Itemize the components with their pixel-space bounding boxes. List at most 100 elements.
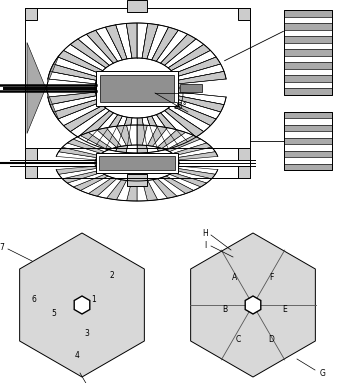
Polygon shape	[116, 180, 132, 201]
Polygon shape	[168, 105, 210, 132]
Polygon shape	[156, 30, 188, 63]
Polygon shape	[81, 133, 112, 150]
Text: 6: 6	[32, 296, 36, 304]
Bar	[284, 138, 332, 144]
Bar	[284, 10, 332, 95]
Bar	[284, 69, 332, 75]
Bar	[25, 148, 250, 178]
Polygon shape	[156, 113, 188, 146]
Polygon shape	[53, 99, 100, 119]
Polygon shape	[147, 25, 169, 60]
Polygon shape	[59, 147, 99, 158]
Text: 4: 4	[74, 350, 80, 360]
Polygon shape	[153, 128, 177, 147]
Polygon shape	[50, 96, 98, 112]
Polygon shape	[126, 181, 137, 201]
Bar	[96, 153, 178, 173]
Polygon shape	[170, 139, 207, 154]
Polygon shape	[245, 296, 261, 314]
Polygon shape	[97, 128, 121, 147]
Polygon shape	[96, 115, 122, 149]
Polygon shape	[137, 23, 148, 58]
Polygon shape	[162, 133, 193, 150]
Text: 1: 1	[91, 296, 96, 304]
Polygon shape	[59, 169, 99, 179]
Polygon shape	[48, 92, 97, 105]
Polygon shape	[48, 71, 97, 84]
Polygon shape	[171, 51, 216, 74]
Polygon shape	[86, 113, 118, 146]
Text: D: D	[268, 336, 274, 344]
Bar	[25, 8, 250, 178]
Bar	[284, 112, 332, 170]
Bar	[127, 174, 147, 186]
Polygon shape	[166, 174, 201, 190]
Bar	[25, 166, 37, 178]
Polygon shape	[88, 130, 117, 149]
Polygon shape	[50, 64, 98, 80]
Bar	[25, 148, 250, 178]
Polygon shape	[174, 99, 221, 119]
Polygon shape	[73, 174, 108, 190]
Polygon shape	[142, 180, 158, 201]
Bar	[284, 75, 332, 82]
Bar	[284, 164, 332, 170]
Polygon shape	[64, 44, 106, 70]
Bar	[25, 166, 37, 178]
Polygon shape	[81, 176, 112, 193]
Text: 7: 7	[0, 242, 4, 252]
Polygon shape	[173, 143, 211, 155]
Polygon shape	[171, 102, 216, 126]
Polygon shape	[170, 172, 207, 187]
Text: 3: 3	[85, 329, 89, 337]
Polygon shape	[152, 27, 178, 61]
Text: E: E	[283, 306, 287, 314]
Bar	[284, 10, 332, 16]
Bar	[284, 56, 332, 62]
Polygon shape	[157, 177, 186, 196]
Bar	[284, 144, 332, 151]
Bar	[284, 16, 332, 23]
Text: H: H	[202, 229, 208, 237]
Bar	[284, 36, 332, 43]
Polygon shape	[173, 170, 211, 183]
Polygon shape	[74, 296, 90, 314]
Bar	[284, 62, 332, 69]
Polygon shape	[176, 64, 224, 80]
Polygon shape	[162, 176, 193, 193]
Bar	[25, 8, 37, 20]
Polygon shape	[142, 117, 158, 152]
Polygon shape	[126, 125, 137, 145]
Polygon shape	[58, 51, 103, 74]
Polygon shape	[147, 116, 169, 151]
Polygon shape	[160, 34, 196, 65]
Polygon shape	[63, 143, 101, 155]
Text: 2: 2	[109, 270, 114, 280]
Polygon shape	[137, 118, 148, 153]
Text: B: B	[222, 306, 227, 314]
Polygon shape	[191, 233, 316, 377]
Polygon shape	[137, 125, 147, 145]
Polygon shape	[176, 96, 224, 112]
Bar	[284, 49, 332, 56]
Bar	[100, 75, 174, 102]
Text: A: A	[232, 272, 238, 282]
Bar	[284, 82, 332, 88]
Text: I: I	[204, 241, 206, 249]
Polygon shape	[73, 136, 108, 152]
Polygon shape	[168, 44, 210, 70]
Polygon shape	[142, 125, 158, 146]
Polygon shape	[70, 39, 109, 68]
Polygon shape	[116, 125, 132, 146]
Bar	[96, 71, 178, 106]
Bar	[284, 43, 332, 49]
Text: 30°: 30°	[173, 102, 187, 111]
Polygon shape	[166, 136, 201, 152]
Polygon shape	[165, 108, 204, 137]
Polygon shape	[56, 166, 97, 174]
Polygon shape	[148, 126, 168, 146]
Polygon shape	[165, 39, 204, 68]
Polygon shape	[177, 92, 226, 105]
Polygon shape	[78, 34, 114, 65]
Polygon shape	[157, 130, 186, 149]
